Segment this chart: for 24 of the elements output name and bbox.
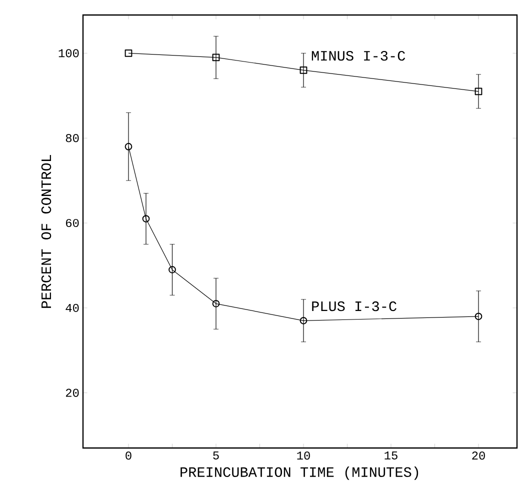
- x-tick-label: 20: [472, 452, 485, 460]
- point: [168, 266, 176, 274]
- y-tick-label: 20: [66, 388, 79, 397]
- point: [212, 300, 220, 308]
- series-label: PLUS I-3-C: [312, 301, 396, 312]
- point: [300, 66, 308, 74]
- x-tick-label: 10: [297, 452, 310, 460]
- point: [124, 142, 132, 150]
- y-tick-label: 100: [58, 49, 79, 58]
- point: [124, 50, 132, 57]
- y-tick-label: 60: [66, 218, 79, 228]
- point: [474, 312, 482, 320]
- y-axis-title: PERCENT OF CONTROL: [41, 154, 52, 308]
- point: [142, 215, 150, 222]
- y-tick-label: 80: [66, 134, 79, 142]
- point: [474, 88, 482, 96]
- point: [300, 316, 308, 324]
- x-tick-label: 15: [384, 452, 398, 460]
- point: [212, 54, 220, 62]
- x-tick-label: 0: [126, 452, 132, 460]
- series-label: MINUS I-3-C: [312, 50, 406, 61]
- x-tick-label: 5: [213, 452, 219, 460]
- x-axis-title: PREINCUBATION TIME (MINUTES): [180, 466, 418, 480]
- y-tick-label: 40: [66, 304, 79, 312]
